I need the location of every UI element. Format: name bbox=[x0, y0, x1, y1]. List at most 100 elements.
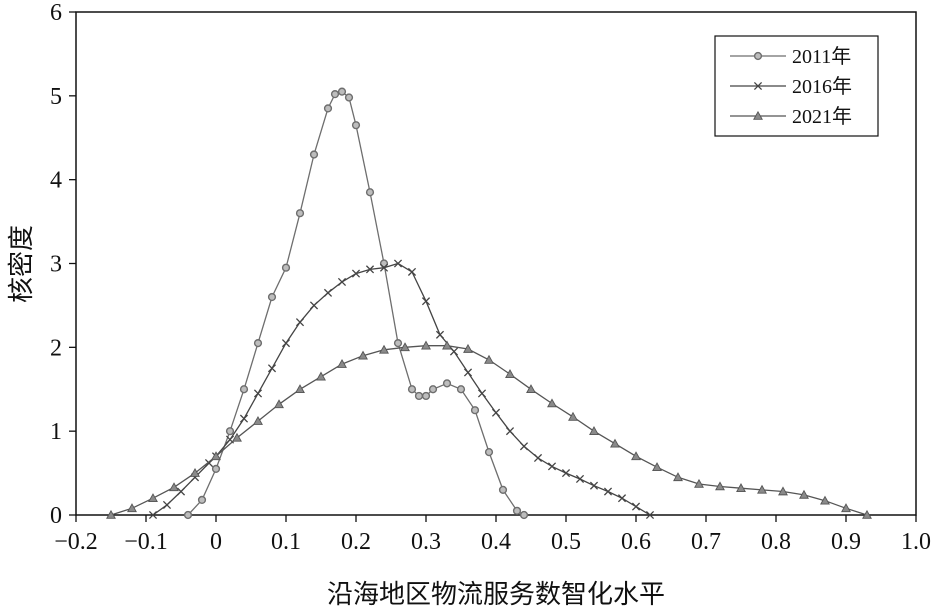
data-point bbox=[225, 427, 235, 436]
data-point bbox=[673, 472, 683, 482]
data-point bbox=[610, 438, 620, 448]
x-tick-label: −0.2 bbox=[54, 529, 98, 555]
series-2 bbox=[106, 340, 872, 519]
legend-marker bbox=[753, 110, 763, 120]
data-point bbox=[421, 340, 431, 350]
data-point bbox=[547, 398, 557, 408]
data-point bbox=[736, 483, 746, 492]
data-point bbox=[253, 339, 263, 348]
data-point bbox=[323, 104, 333, 113]
legend-label: 2011年 bbox=[792, 45, 851, 68]
data-point bbox=[778, 486, 788, 496]
data-point bbox=[148, 510, 158, 520]
data-point bbox=[841, 503, 851, 513]
data-point bbox=[421, 391, 431, 401]
data-point bbox=[253, 415, 263, 425]
data-point bbox=[435, 330, 445, 339]
data-point bbox=[239, 414, 249, 423]
data-point bbox=[169, 482, 179, 492]
data-point bbox=[715, 481, 725, 491]
data-point bbox=[820, 495, 830, 505]
data-point bbox=[442, 340, 452, 350]
data-point bbox=[757, 484, 767, 494]
data-point bbox=[358, 350, 368, 360]
data-point bbox=[470, 406, 480, 415]
x-tick-label: 0.5 bbox=[551, 529, 581, 555]
y-tick-label: 0 bbox=[50, 503, 62, 529]
data-point bbox=[393, 259, 403, 268]
data-point bbox=[561, 469, 571, 478]
data-point bbox=[631, 502, 641, 511]
data-point bbox=[694, 478, 704, 488]
y-tick-label: 3 bbox=[50, 252, 62, 278]
data-point bbox=[400, 342, 410, 352]
data-point bbox=[183, 510, 193, 520]
data-point bbox=[190, 467, 200, 477]
data-point bbox=[631, 451, 641, 461]
data-point bbox=[645, 510, 655, 520]
x-axis-title: 沿海地区物流服务数智化水平 bbox=[327, 580, 665, 610]
data-point bbox=[274, 399, 284, 409]
x-tick-label: 1.0 bbox=[901, 529, 931, 555]
data-point bbox=[211, 464, 221, 473]
y-tick-label: 4 bbox=[50, 168, 62, 194]
data-point bbox=[365, 188, 375, 197]
data-point bbox=[428, 385, 438, 394]
data-point bbox=[337, 358, 347, 368]
data-point bbox=[127, 503, 137, 513]
data-point bbox=[505, 369, 515, 378]
x-tick-label: 0.8 bbox=[761, 529, 791, 555]
data-point bbox=[547, 462, 557, 471]
data-point bbox=[575, 474, 585, 484]
data-point bbox=[589, 426, 599, 435]
data-point bbox=[330, 90, 340, 99]
data-point bbox=[106, 509, 116, 519]
data-point bbox=[568, 411, 578, 421]
data-point bbox=[351, 121, 361, 130]
x-tick-label: 0.9 bbox=[831, 529, 861, 555]
data-point bbox=[162, 500, 172, 509]
series-0 bbox=[183, 87, 529, 520]
ticks-layer: −0.2 −0.1 0 0.1 0.2 0.3 0.4 0.5 0.6 0.7 0.8 0.9 1.0 0… bbox=[50, 0, 931, 555]
x-tick-label: 0 bbox=[210, 529, 222, 555]
y-axis-title: 核密度 bbox=[7, 225, 37, 303]
y-tick-label: 2 bbox=[50, 335, 62, 361]
data-point bbox=[799, 489, 809, 499]
data-point bbox=[414, 391, 424, 401]
legend-label: 2016年 bbox=[792, 75, 852, 98]
data-point bbox=[463, 343, 473, 353]
data-point bbox=[498, 485, 508, 494]
x-tick-label: 0.4 bbox=[481, 529, 511, 555]
series-line bbox=[187, 90, 525, 516]
data-point bbox=[519, 442, 529, 451]
data-point bbox=[295, 318, 305, 327]
data-point bbox=[267, 292, 277, 302]
data-point bbox=[505, 427, 515, 436]
data-point bbox=[344, 93, 354, 102]
data-point bbox=[463, 368, 473, 377]
data-point bbox=[456, 385, 466, 394]
data-point bbox=[267, 364, 277, 373]
data-point bbox=[295, 384, 305, 394]
x-tick-label: 0.1 bbox=[271, 529, 301, 555]
data-point bbox=[232, 432, 242, 442]
data-point bbox=[603, 487, 613, 496]
data-point bbox=[281, 263, 291, 272]
x-tick-label: 0.2 bbox=[341, 529, 371, 555]
series-line bbox=[110, 345, 868, 516]
data-point bbox=[316, 371, 326, 381]
data-point bbox=[512, 506, 522, 515]
data-point bbox=[652, 462, 662, 472]
data-point bbox=[148, 493, 158, 503]
data-point bbox=[407, 385, 417, 394]
data-point bbox=[393, 339, 403, 348]
y-tick-label: 6 bbox=[50, 0, 62, 26]
data-point bbox=[253, 389, 263, 398]
data-point bbox=[351, 269, 361, 278]
data-point bbox=[484, 448, 494, 457]
x-tick-label: 0.7 bbox=[691, 529, 721, 555]
data-point bbox=[337, 277, 347, 287]
data-point bbox=[421, 297, 431, 306]
data-point bbox=[337, 87, 347, 96]
